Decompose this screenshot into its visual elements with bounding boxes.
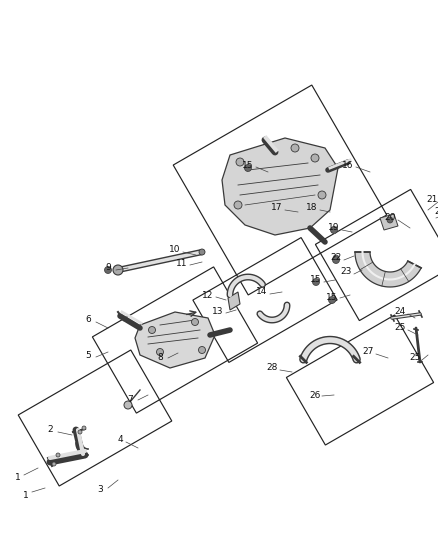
Text: 28: 28 <box>266 364 278 373</box>
Circle shape <box>191 319 198 326</box>
Text: 1: 1 <box>15 473 21 482</box>
Circle shape <box>199 249 205 255</box>
Text: 15: 15 <box>310 276 322 285</box>
Text: 27: 27 <box>362 348 374 357</box>
Text: 26: 26 <box>309 391 321 400</box>
Circle shape <box>333 255 339 261</box>
Circle shape <box>331 227 337 233</box>
Circle shape <box>124 401 132 409</box>
Circle shape <box>332 256 339 263</box>
Circle shape <box>236 158 244 166</box>
Text: 11: 11 <box>176 259 188 268</box>
Text: 15: 15 <box>326 294 338 303</box>
Circle shape <box>291 144 299 152</box>
Text: 3: 3 <box>97 486 103 495</box>
Text: 12: 12 <box>202 290 214 300</box>
Circle shape <box>245 165 251 171</box>
Circle shape <box>105 266 112 273</box>
Circle shape <box>331 227 338 233</box>
Text: 21: 21 <box>434 207 438 216</box>
Circle shape <box>52 462 56 466</box>
Circle shape <box>148 327 155 334</box>
Circle shape <box>387 217 393 223</box>
Circle shape <box>244 165 251 172</box>
Text: 17: 17 <box>271 204 283 213</box>
Text: 6: 6 <box>85 316 91 325</box>
Polygon shape <box>355 252 421 287</box>
Text: 16: 16 <box>342 160 354 169</box>
Text: 13: 13 <box>212 308 224 317</box>
Text: 5: 5 <box>85 351 91 359</box>
Circle shape <box>234 201 242 209</box>
Circle shape <box>312 279 319 286</box>
Circle shape <box>311 154 319 162</box>
Circle shape <box>156 349 163 356</box>
Text: 23: 23 <box>340 268 352 277</box>
Text: 10: 10 <box>169 246 181 254</box>
Text: 1: 1 <box>23 490 29 499</box>
Polygon shape <box>222 138 338 235</box>
Text: 4: 4 <box>117 435 123 445</box>
Circle shape <box>56 453 60 457</box>
Circle shape <box>78 430 82 434</box>
Circle shape <box>82 426 86 430</box>
Text: 19: 19 <box>328 223 340 232</box>
Text: 15: 15 <box>242 160 254 169</box>
Text: 8: 8 <box>157 353 163 362</box>
Text: 25: 25 <box>410 353 420 362</box>
Text: 2: 2 <box>47 425 53 434</box>
Circle shape <box>198 346 205 353</box>
Polygon shape <box>135 312 215 368</box>
Polygon shape <box>228 292 240 310</box>
Text: 20: 20 <box>384 214 396 222</box>
Text: 22: 22 <box>330 254 342 262</box>
Circle shape <box>328 296 336 303</box>
Text: 25: 25 <box>394 324 406 333</box>
Text: 7: 7 <box>127 395 133 405</box>
Circle shape <box>113 265 123 275</box>
Text: 14: 14 <box>256 287 268 296</box>
Text: 9: 9 <box>105 263 111 272</box>
Text: 18: 18 <box>306 204 318 213</box>
Circle shape <box>318 191 326 199</box>
Text: 21: 21 <box>426 196 438 205</box>
Polygon shape <box>380 214 398 230</box>
Text: 24: 24 <box>394 308 406 317</box>
